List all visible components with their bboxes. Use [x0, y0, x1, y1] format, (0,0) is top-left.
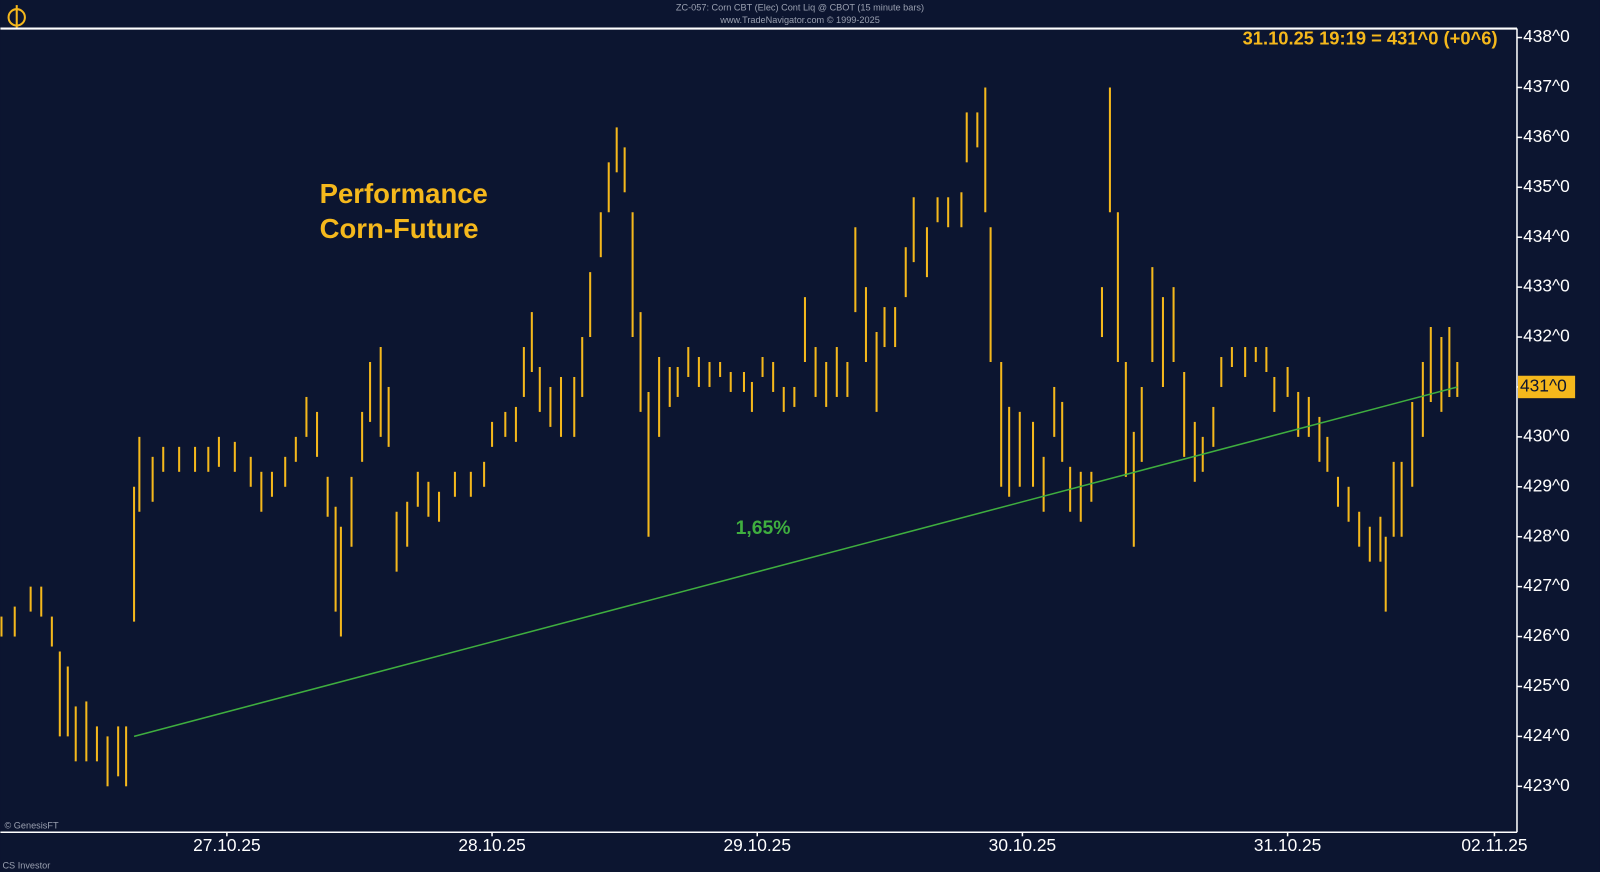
subheader: www.TradeNavigator.com © 1999-2025 [719, 15, 880, 25]
x-tick-label: 29.10.25 [724, 835, 791, 855]
x-tick-label: 27.10.25 [193, 835, 260, 855]
trend-line [133, 386, 1458, 738]
y-tick-label: 436^0 [1523, 126, 1570, 146]
chart-subtitle: Corn-Future [320, 213, 479, 244]
footer: CS Investor [2, 860, 50, 870]
y-tick-label: 427^0 [1523, 575, 1570, 595]
credit: © GenesisFT [4, 821, 58, 831]
y-tick-label: 425^0 [1523, 675, 1570, 695]
logo [7, 5, 26, 28]
y-tick-label: 437^0 [1523, 76, 1570, 96]
y-tick-label: 428^0 [1523, 525, 1570, 545]
x-tick-label: 31.10.25 [1254, 835, 1321, 855]
y-tick-label: 435^0 [1523, 176, 1570, 196]
chart-title: Performance [320, 178, 488, 209]
y-tick-label: 424^0 [1523, 725, 1570, 745]
y-tick-label: 433^0 [1523, 276, 1570, 296]
y-tick-label: 429^0 [1523, 475, 1570, 495]
y-tick-label: 432^0 [1523, 326, 1570, 346]
last-price-badge [1517, 375, 1576, 399]
quote: 31.10.25 19:19 = 431^0 (+0^6) [1243, 28, 1498, 49]
y-tick-label: 423^0 [1523, 775, 1570, 795]
x-tick-label: 30.10.25 [989, 835, 1056, 855]
y-tick-label: 438^0 [1523, 26, 1570, 46]
y-tick-label: 426^0 [1523, 625, 1570, 645]
header: ZC-057: Corn CBT (Elec) Cont Liq @ CBOT … [676, 3, 924, 13]
x-tick-label: 28.10.25 [458, 835, 525, 855]
last-price-label: 431^0 [1520, 376, 1567, 396]
y-tick-label: 434^0 [1523, 226, 1570, 246]
y-tick-label: 430^0 [1523, 425, 1570, 445]
x-tick-label: 02.11.25 [1461, 835, 1527, 855]
trend-label: 1,65% [736, 517, 791, 539]
